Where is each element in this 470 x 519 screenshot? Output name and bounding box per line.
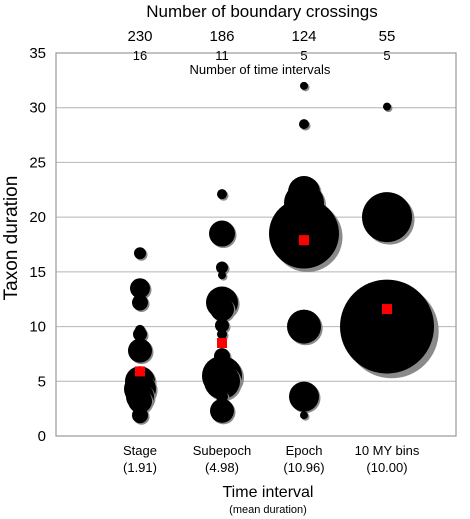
y-tick-label-25: 25 [29,154,46,171]
bubble-2-5 [287,309,321,344]
bubble-0-10 [132,407,148,424]
mean-marker-2 [299,235,309,246]
bubble-2-4 [269,198,339,269]
bubble-0-9 [128,388,152,413]
bubble-2-0 [300,81,308,90]
mean-marker-0 [135,366,145,377]
bubble-0-0 [134,247,146,260]
x-axis-title: Time interval [223,484,314,501]
x-category-label-0: Stage [123,443,157,458]
inner-axis-title: Number of time intervals [190,62,331,77]
bubble-1-2 [216,261,228,274]
bubble-0-4 [133,327,147,342]
x-category-mean-2: (10.96) [283,460,324,475]
bubble-1-5 [210,297,234,322]
x-category-label-1: Subepoch [193,443,252,458]
x-category-mean-3: (10.00) [366,460,407,475]
inner-axis-value-0: 16 [133,48,147,63]
bubble-1-7 [217,329,227,340]
bubble-1-0 [217,189,227,200]
x-category-mean-1: (4.98) [205,460,239,475]
y-tick-labels: 0 5 10 15 20 25 30 35 [29,45,46,445]
top-axis-value-2: 124 [291,28,316,45]
inner-axis-values: 16 11 5 5 [133,48,391,63]
bubble-2-1 [299,119,309,130]
mean-marker-1 [217,337,227,348]
bubble-0-2 [132,294,148,311]
top-axis-values: 230 186 124 55 [127,28,395,45]
y-axis-title: Taxon duration [1,176,22,301]
bubble-3-1 [362,192,412,243]
bubble-1-6 [215,318,229,333]
inner-axis-value-1: 11 [215,48,229,63]
top-axis-value-3: 55 [379,28,396,45]
bubble-1-3 [218,271,226,280]
bubble-2-7 [300,411,308,420]
x-category-label-2: Epoch [286,443,323,458]
y-tick-label-5: 5 [38,373,46,390]
bubble-1-1 [209,220,235,247]
y-tick-label-35: 35 [29,45,46,62]
top-axis-title: Number of boundary crossings [146,2,378,21]
y-tick-label-0: 0 [38,428,46,445]
x-category-mean-0: (1.91) [123,460,157,475]
top-axis-value-1: 186 [209,28,234,45]
plot-frame [55,52,457,437]
bubbles [124,81,439,425]
y-tick-label-30: 30 [29,100,46,117]
x-category-labels: Stage (1.91) Subepoch (4.98) Epoch (10.96) 10 … [123,443,420,475]
inner-axis-value-2: 5 [300,48,307,63]
y-tick-label-15: 15 [29,264,46,281]
mean-marker-3 [382,304,392,315]
x-axis-subtitle: (mean duration) [229,504,307,516]
y-tick-label-10: 10 [29,319,46,336]
bubble-0-1 [130,278,150,299]
mean-markers [135,235,392,377]
bubble-3-2 [340,279,434,374]
bubble-1-10 [204,363,240,400]
bubble-1-12 [210,398,234,423]
bubble-3-0 [383,102,391,111]
bubble-2-6 [289,381,319,412]
bubble-0-5 [128,338,152,363]
top-axis-value-0: 230 [127,28,152,45]
inner-axis-value-3: 5 [383,48,390,63]
y-tick-label-20: 20 [29,209,46,226]
grid-lines [56,52,456,437]
x-category-label-3: 10 MY bins [355,443,420,458]
